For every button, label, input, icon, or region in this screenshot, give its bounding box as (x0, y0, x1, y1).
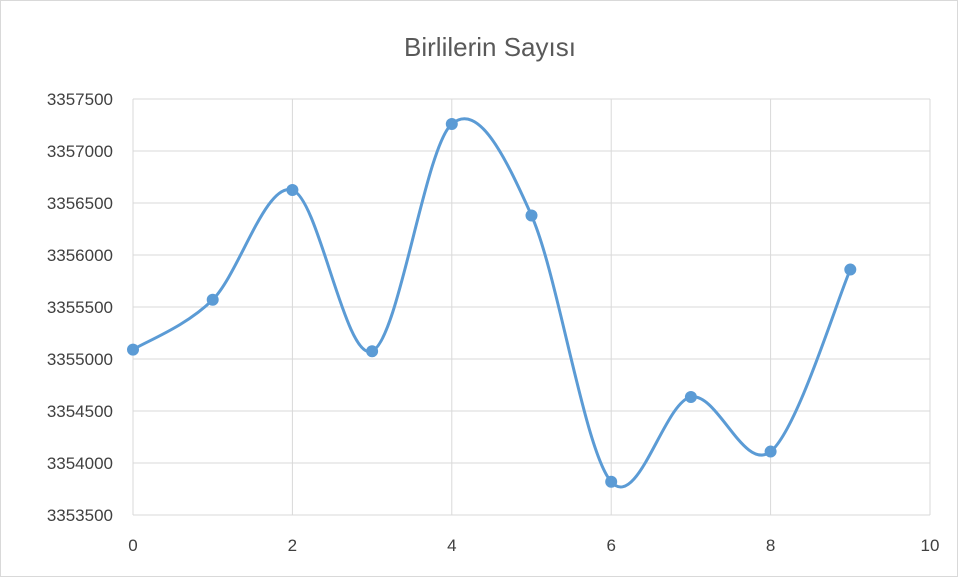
y-tick-label: 3354500 (47, 402, 113, 421)
chart-title: Birlilerin Sayısı (404, 32, 576, 62)
y-tick-label: 3356000 (47, 246, 113, 265)
x-tick-label: 0 (128, 536, 137, 555)
data-point (286, 184, 299, 196)
y-tick-label: 3356500 (47, 194, 113, 213)
data-point (366, 345, 379, 358)
data-point (844, 263, 857, 276)
x-tick-label: 6 (606, 536, 615, 555)
y-tick-label: 3357000 (47, 142, 113, 161)
x-axis-ticks: 0 2 4 6 8 10 (128, 536, 939, 555)
data-point (764, 445, 777, 458)
data-point (525, 209, 538, 222)
data-point (127, 343, 139, 356)
data-point (445, 117, 458, 130)
x-tick-label: 4 (447, 536, 456, 555)
y-tick-label: 3357500 (47, 90, 113, 109)
x-tick-label: 2 (288, 536, 297, 555)
y-tick-label: 3355000 (47, 350, 113, 369)
data-point (605, 475, 618, 488)
gridlines (132, 98, 931, 516)
y-tick-label: 3354000 (47, 454, 113, 473)
y-tick-label: 3353500 (47, 506, 113, 525)
series-line (132, 117, 852, 489)
y-tick-label: 3355500 (47, 298, 113, 317)
series-group (127, 117, 857, 489)
x-tick-label: 8 (766, 536, 775, 555)
data-point (206, 293, 219, 306)
data-point (684, 390, 697, 403)
y-axis-ticks: 3353500 3354000 3354500 3355000 3355500 33560… (47, 90, 113, 525)
x-tick-label: 10 (921, 536, 940, 555)
